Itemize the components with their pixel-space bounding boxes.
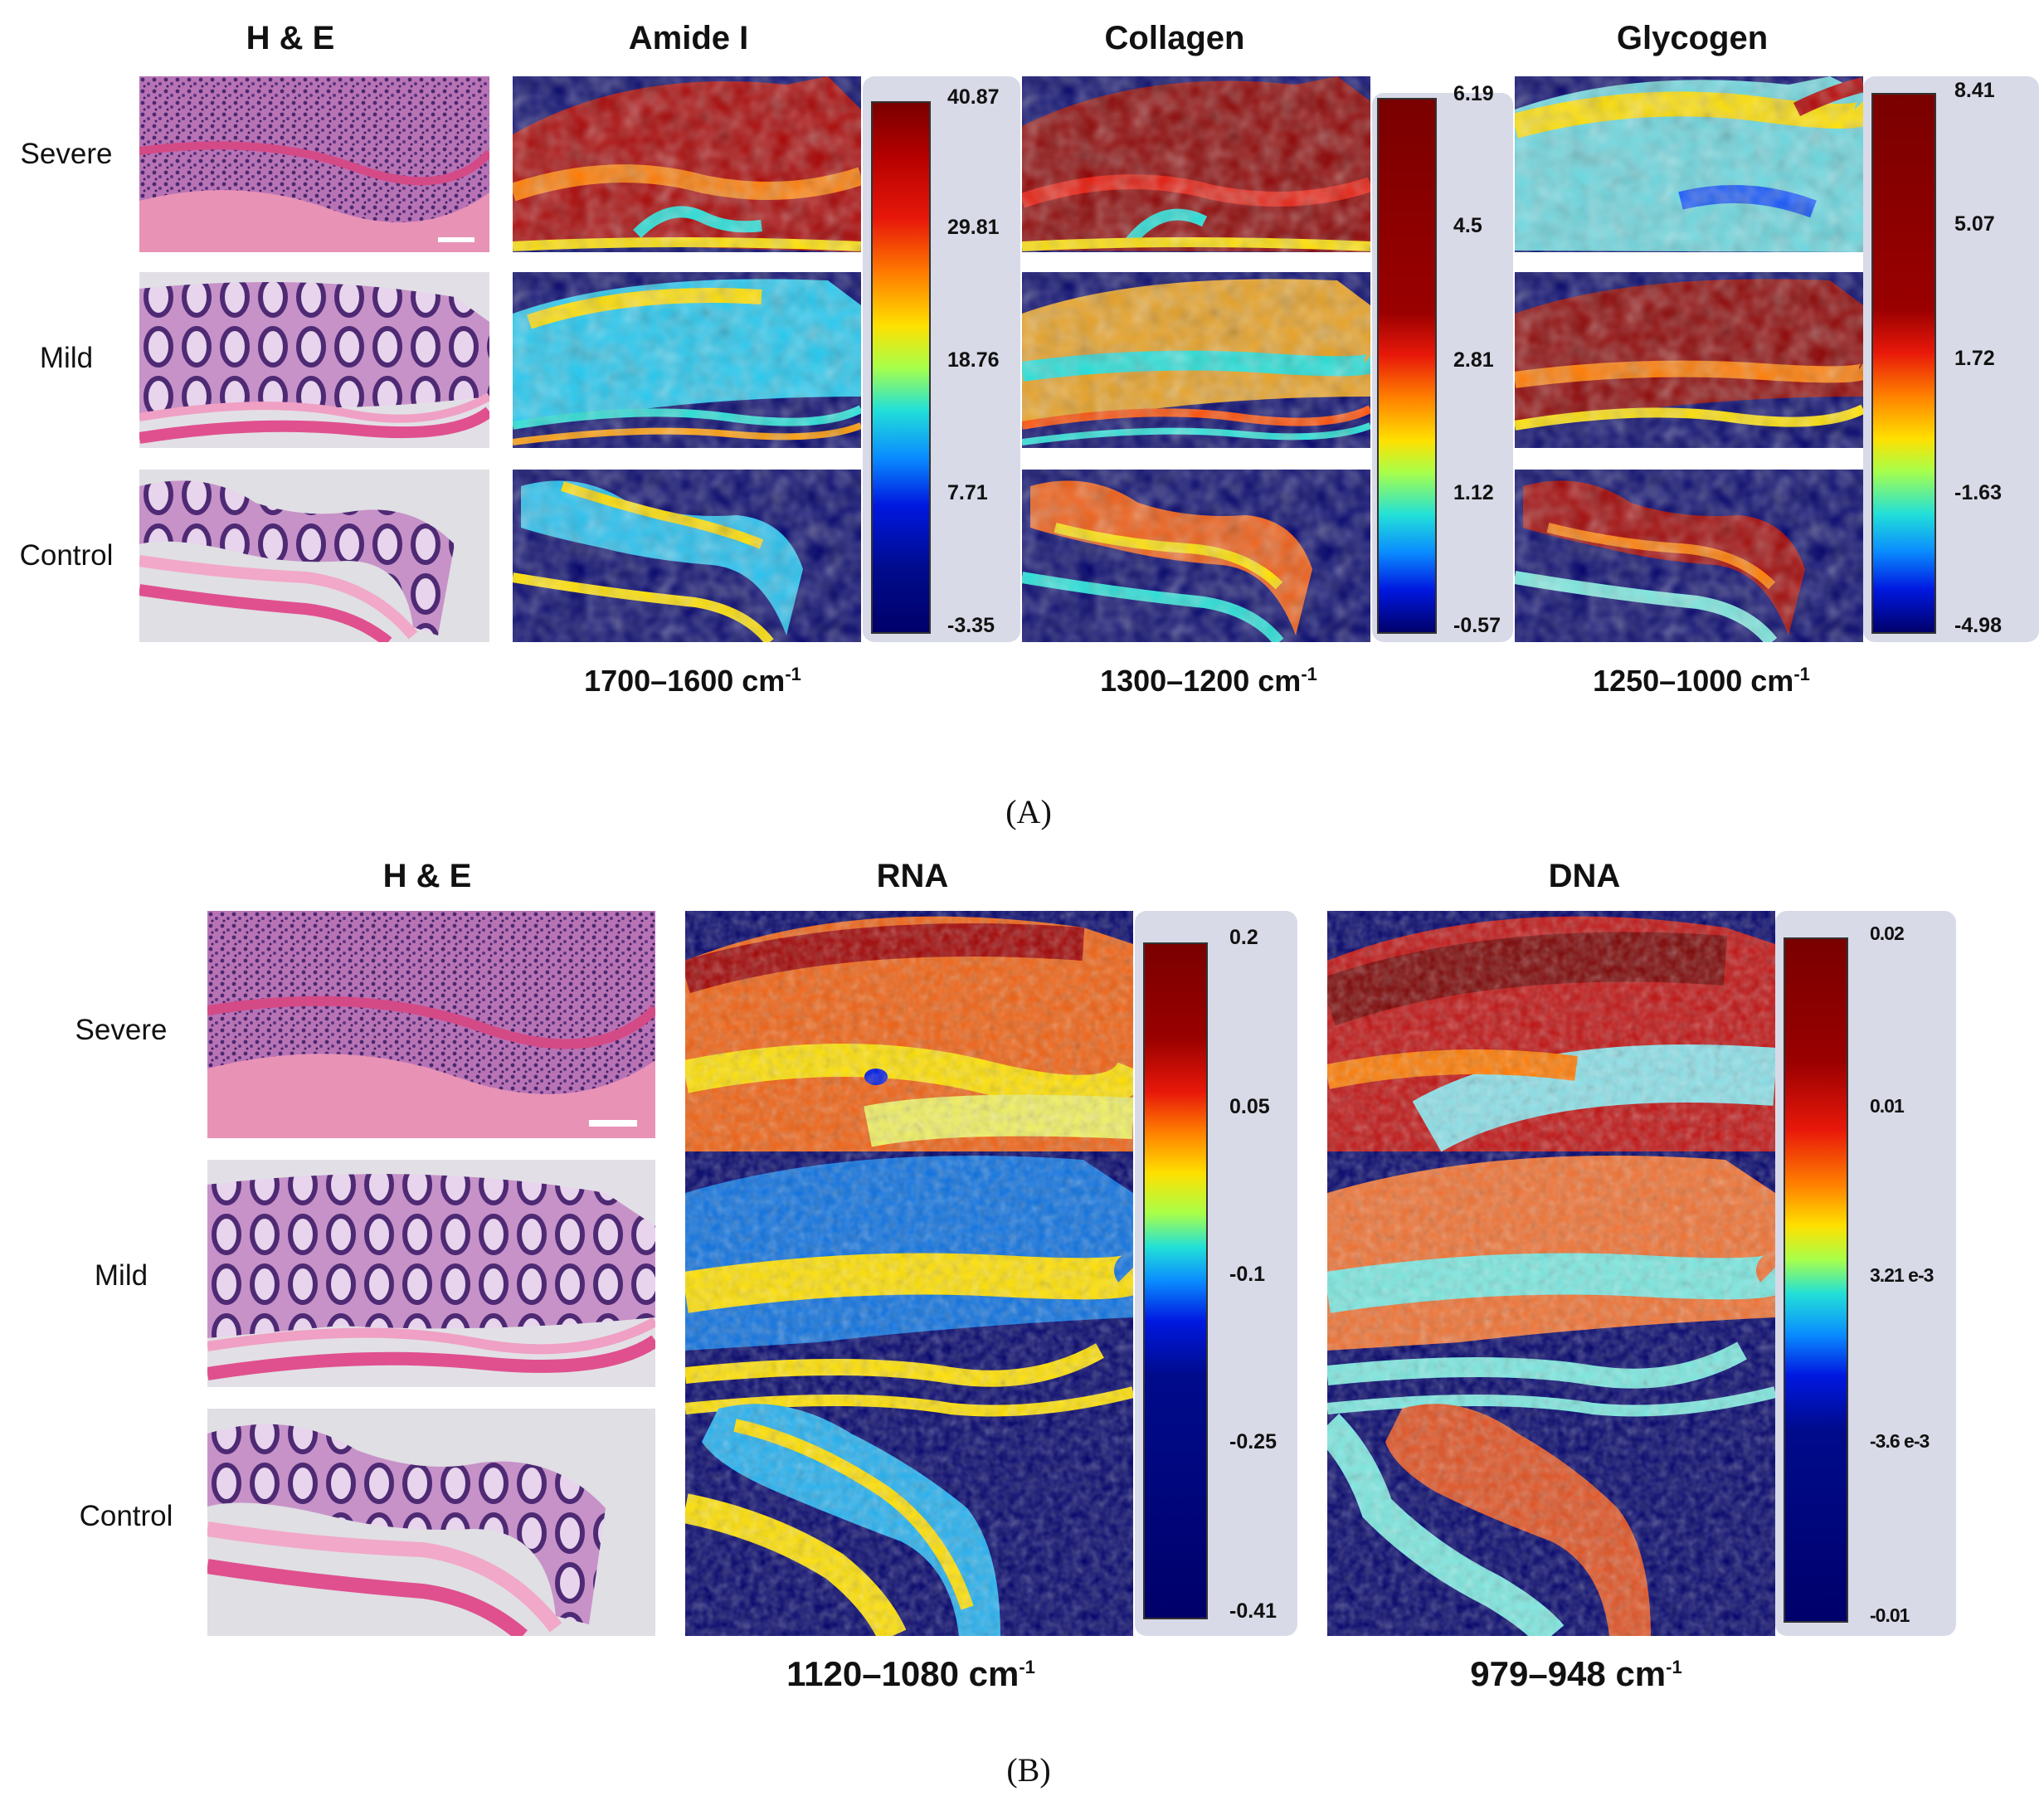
panel-b-rna-tick-3: -0.25 <box>1229 1430 1277 1453</box>
panel-a-glycogen-tick-3: -1.63 <box>1954 481 2002 504</box>
panel-a-collagen-tick-4: -0.57 <box>1453 614 1501 637</box>
panel-b-rna-colorbar <box>1143 942 1208 1619</box>
panel-a-collagen-tick-0: 6.19 <box>1453 82 1494 105</box>
panel-a-collagen-tick-2: 2.81 <box>1453 348 1494 372</box>
panel-a-range-glycogen: 1250–1000 cm-1 <box>1593 664 1810 698</box>
panel-b-row-label-control: Control <box>79 1500 173 1532</box>
panel-a-row-label-control: Control <box>19 539 114 572</box>
panel-b-header-dna: DNA <box>1548 858 1621 894</box>
panel-a-row-label-severe: Severe <box>20 138 113 170</box>
panel-a-range-amide: 1700–1600 cm-1 <box>584 664 801 698</box>
panel-a-header-collagen: Collagen <box>1104 20 1245 56</box>
panel-b-dna-tick-0: 0.02 <box>1870 923 1905 944</box>
panel-b-rna-tick-4: -0.41 <box>1229 1599 1277 1623</box>
panel-a-amide-mild-map <box>513 272 861 448</box>
panel-b-rna-tick-1: 0.05 <box>1229 1095 1270 1118</box>
panel-a-glycogen-colorbar <box>1871 93 1936 634</box>
panel-b-dna-map <box>1327 911 1775 1636</box>
panel-a-row-label-mild: Mild <box>39 342 94 374</box>
panel-a-label: (A) <box>1005 793 1052 830</box>
panel-b-dna-colorbar <box>1784 937 1848 1623</box>
panel-a-he-severe-image <box>139 76 489 252</box>
panel-a-header-glycogen: Glycogen <box>1616 20 1769 56</box>
panel-a-glycogen-mild-map <box>1515 272 1863 448</box>
panel-a-collagen-severe-map <box>1022 76 1370 252</box>
panel-a-glycogen-tick-4: -4.98 <box>1954 614 2002 637</box>
panel-b-range-dna: 979–948 cm-1 <box>1470 1654 1682 1693</box>
panel-b-he-severe-image <box>207 911 655 1138</box>
panel-a-collagen-tick-3: 1.12 <box>1453 481 1494 504</box>
panel-a-collagen-colorbar <box>1377 98 1437 634</box>
panel-a-collagen-control-map <box>1022 470 1370 642</box>
panel-a-header-he: H & E <box>246 20 335 56</box>
panel-b-he-mild-image <box>207 1160 655 1387</box>
panel-a-amide-control-map <box>513 470 861 642</box>
panel-a-collagen-mild-map <box>1022 272 1370 448</box>
panel-b-rna-tick-2: -0.1 <box>1229 1263 1266 1286</box>
panel-a-collagen-tick-1: 4.5 <box>1453 214 1482 237</box>
panel-a-glycogen-tick-2: 1.72 <box>1954 347 1995 370</box>
panel-b-he-control-image <box>207 1409 655 1636</box>
panel-b-dna-tick-1: 0.01 <box>1870 1095 1905 1117</box>
panel-a-range-collagen: 1300–1200 cm-1 <box>1100 664 1317 698</box>
panel-a-amide-tick-1: 29.81 <box>947 216 1000 239</box>
panel-a-glycogen-severe-map <box>1515 76 1863 252</box>
panel-b-rna-tick-0: 0.2 <box>1229 926 1258 949</box>
panel-b-dna-tick-3: -3.6 e-3 <box>1870 1430 1930 1452</box>
panel-b-dna-tick-2: 3.21 e-3 <box>1870 1264 1934 1286</box>
panel-b-rna-map <box>685 911 1133 1636</box>
panel-b-row-label-severe: Severe <box>75 1014 168 1046</box>
panel-a-header-amide: Amide I <box>628 20 749 56</box>
panel-a-glycogen-tick-1: 5.07 <box>1954 212 1995 236</box>
panel-a-amide-tick-2: 18.76 <box>947 348 1000 372</box>
panel-a-glycogen-tick-0: 8.41 <box>1954 79 1995 102</box>
panel-a-glycogen-control-map <box>1515 470 1863 642</box>
panel-a-he-control-image <box>139 470 489 642</box>
panel-b-dna-tick-4: -0.01 <box>1870 1604 1910 1626</box>
panel-a-amide-colorbar <box>871 101 931 634</box>
panel-a-amide-tick-4: -3.35 <box>947 614 995 637</box>
panel-a-amide-tick-0: 40.87 <box>947 85 1000 109</box>
panel-a-amide-severe-map <box>513 76 861 252</box>
panel-b-header-rna: RNA <box>876 858 949 894</box>
panel-a-he-mild-image <box>139 272 489 448</box>
panel-b-label: (B) <box>1006 1751 1051 1789</box>
panel-b-header-he: H & E <box>382 858 472 894</box>
panel-b-range-rna: 1120–1080 cm-1 <box>786 1654 1035 1693</box>
panel-b-row-label-mild: Mild <box>94 1259 148 1292</box>
panel-a-amide-tick-3: 7.71 <box>947 481 988 504</box>
